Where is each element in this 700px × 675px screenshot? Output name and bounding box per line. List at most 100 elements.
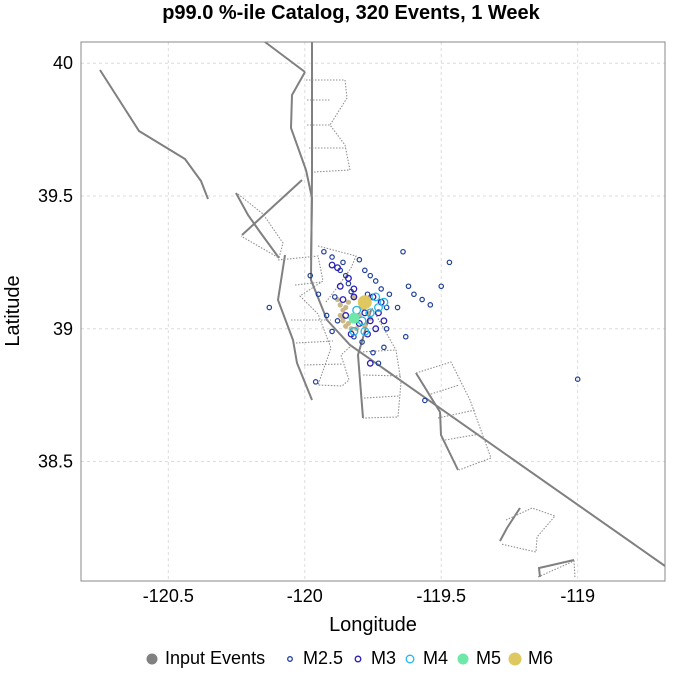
plot-frame — [80, 41, 666, 582]
y-tick-label: 40 — [53, 53, 73, 73]
data-point — [400, 248, 406, 255]
data-point — [334, 317, 341, 324]
data-point — [337, 302, 343, 308]
data-point — [366, 359, 374, 367]
data-point — [438, 283, 445, 290]
series-m4 — [349, 292, 389, 336]
fault-lines — [99, 41, 666, 579]
y-axis-label: Latitude — [2, 275, 24, 346]
data-point — [344, 274, 352, 282]
fault-zone-outline — [362, 374, 403, 377]
legend-label: M2.5 — [303, 648, 343, 668]
legend-item: M3 — [354, 648, 396, 668]
data-point — [266, 304, 273, 311]
x-tick-label: -119 — [560, 586, 595, 606]
fault-zone-outline — [306, 79, 351, 173]
data-point — [350, 293, 358, 301]
data-point — [329, 254, 335, 260]
legend-item: M5 — [457, 648, 501, 668]
fault-zone-outline — [362, 307, 402, 419]
data-point — [422, 397, 428, 404]
series-m6 — [357, 295, 372, 310]
data-point — [411, 291, 417, 298]
data-point — [347, 330, 355, 338]
data-point — [370, 349, 376, 356]
data-point — [378, 286, 384, 292]
data-point — [336, 282, 344, 290]
legend-marker — [457, 653, 469, 665]
fault-zone-outline — [294, 281, 323, 286]
x-tick-label: -120.5 — [143, 586, 194, 606]
data-point — [340, 315, 346, 321]
data-point — [359, 339, 365, 345]
series-m5 — [348, 312, 360, 324]
legend: Input Events M2.5 M3 M4 M5 M6 — [146, 648, 553, 668]
data-point — [374, 303, 383, 312]
data-point — [349, 326, 359, 336]
data-point — [348, 312, 360, 324]
data-point — [362, 267, 368, 274]
data-point — [371, 292, 381, 302]
data-point — [343, 304, 349, 311]
data-points — [266, 248, 581, 404]
data-point — [329, 328, 335, 335]
data-point — [351, 294, 357, 300]
data-point — [334, 264, 341, 272]
x-axis-label: Longitude — [329, 614, 417, 636]
data-point — [394, 304, 401, 311]
fault-zone-outline — [500, 507, 556, 553]
fault-zone-outline — [537, 560, 576, 579]
data-point — [379, 297, 389, 307]
data-point — [356, 256, 363, 263]
fault-zone-outline — [295, 340, 334, 344]
fault-line — [537, 559, 575, 578]
data-point — [381, 344, 387, 351]
data-point — [446, 259, 453, 266]
series-m2-5 — [266, 248, 581, 404]
data-point — [367, 272, 374, 279]
fault-line — [99, 69, 209, 200]
y-tick-label: 39.5 — [38, 186, 73, 206]
data-point — [360, 326, 370, 336]
fault-line — [289, 71, 314, 261]
data-point — [364, 330, 371, 338]
data-point — [402, 333, 409, 340]
fault-line — [241, 179, 303, 236]
data-point — [372, 278, 379, 284]
data-point — [375, 360, 382, 367]
data-point — [342, 312, 350, 319]
data-point — [365, 308, 375, 318]
data-point — [321, 248, 327, 255]
data-point — [334, 296, 341, 303]
data-point — [380, 317, 388, 325]
legend-marker — [405, 654, 415, 664]
data-point — [328, 261, 336, 269]
x-tick-label: -119.5 — [416, 586, 466, 606]
legend-label: Input Events — [165, 648, 265, 668]
tick-labels: -120.5 -120 -119.5 -119 38.5 39 39.5 40 — [38, 53, 595, 606]
fault-zone-outline — [277, 255, 353, 387]
fault-line — [499, 507, 521, 542]
data-point — [419, 296, 425, 303]
fault-zone-outline — [437, 409, 476, 419]
data-point — [357, 295, 372, 310]
data-point — [345, 280, 352, 287]
data-point — [386, 291, 393, 298]
fault-line — [235, 192, 280, 259]
data-point — [361, 309, 369, 317]
data-point — [350, 285, 358, 293]
legend-label: M6 — [528, 648, 553, 668]
data-point — [345, 320, 352, 327]
fault-zone-outline — [444, 433, 481, 441]
legend-marker — [146, 653, 158, 665]
y-tick-label: 38.5 — [38, 452, 73, 472]
fault-zone-outline — [359, 349, 396, 353]
data-point — [427, 302, 434, 308]
fault-zone-outline — [427, 384, 460, 396]
data-point — [331, 294, 338, 300]
legend-label: M3 — [371, 648, 396, 668]
data-point — [405, 283, 412, 290]
data-point — [312, 379, 319, 385]
fault-zone-outline — [303, 363, 344, 366]
data-point — [315, 291, 322, 298]
